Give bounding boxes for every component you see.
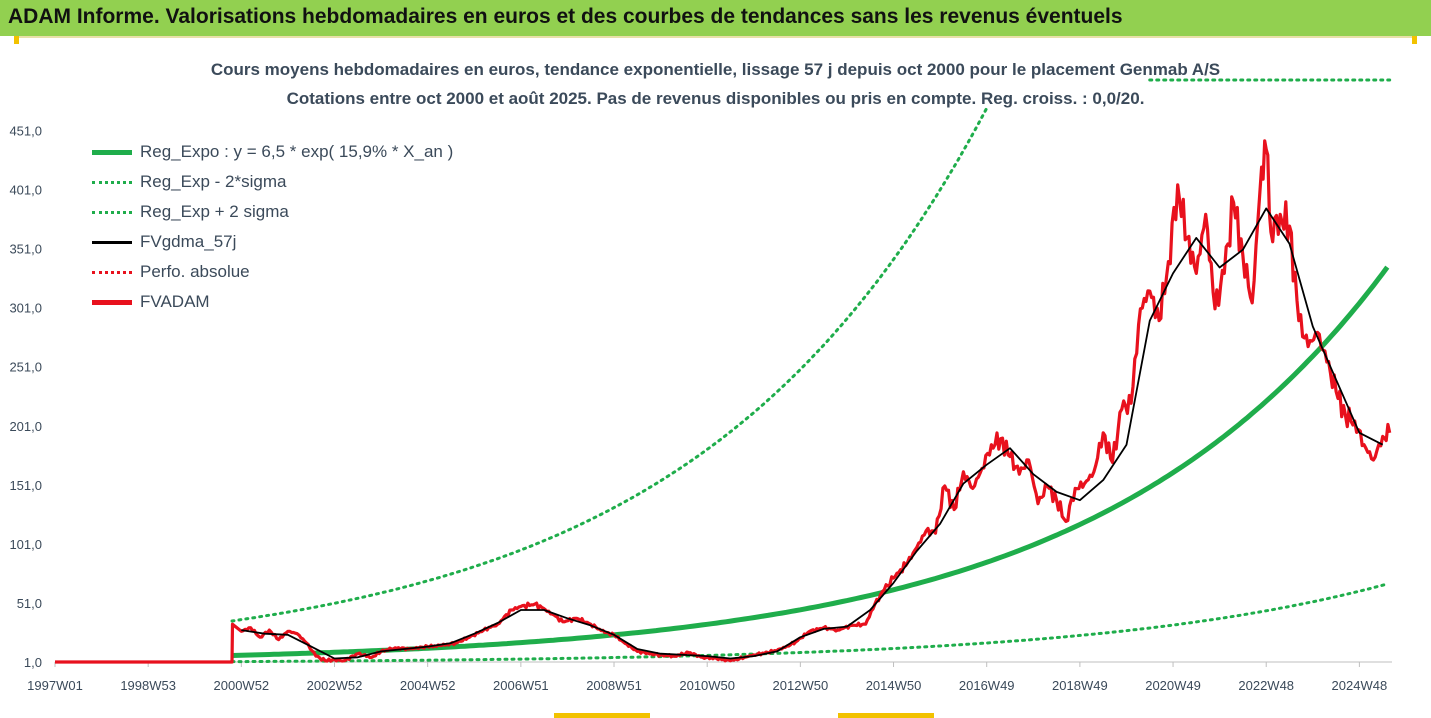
chart-title: Cours moyens hebdomadaires en euros, ten… <box>210 60 1221 79</box>
x-tick-label: 2020W49 <box>1145 678 1201 693</box>
legend-swatch <box>92 180 132 184</box>
y-tick-label: 351,0 <box>9 242 42 257</box>
y-tick-label: 101,0 <box>9 537 42 552</box>
x-tick-label: 2006W51 <box>493 678 549 693</box>
chart-subtitle: Cotations entre oct 2000 et août 2025. P… <box>286 89 1145 108</box>
x-axis: 1997W01 1998W53 2000W52 2002W52 2004W52 2006W… <box>27 661 1392 693</box>
y-tick-label: 1,0 <box>24 655 42 670</box>
corner-marker <box>554 713 650 718</box>
plot-area <box>55 78 1392 664</box>
legend-swatch <box>92 149 132 155</box>
x-tick-label: 2018W49 <box>1052 678 1108 693</box>
legend-label: Reg_Exp + 2 sigma <box>140 202 289 221</box>
header-bar: ADAM Informe. Valorisations hebdomadaire… <box>0 0 1431 36</box>
corner-marker <box>14 36 19 44</box>
x-tick-label: 2014W50 <box>866 678 922 693</box>
legend-label: FVgdma_57j <box>140 232 237 251</box>
x-tick-label: 2016W49 <box>959 678 1015 693</box>
series-reg-exp-plus <box>230 106 989 623</box>
x-tick-label: 2012W50 <box>773 678 829 693</box>
report-title: ADAM Informe. Valorisations hebdomadaire… <box>8 5 1123 28</box>
legend-label: FVADAM <box>140 292 210 311</box>
y-tick-label: 301,0 <box>9 301 42 316</box>
legend-swatch <box>92 299 132 305</box>
legend-swatch <box>92 210 132 214</box>
legend-item-fvadam: FVADAM <box>92 290 512 314</box>
legend-swatch <box>92 270 132 274</box>
legend-label: Perfo. absolue <box>140 262 250 281</box>
y-tick-label: 251,0 <box>9 360 42 375</box>
y-axis: 1,0 51,0 101,0 151,0 201,0 251,0 301,0 351,0 401… <box>9 123 42 670</box>
legend-item-perfo: Perfo. absolue <box>92 260 512 284</box>
y-tick-label: 51,0 <box>17 596 42 611</box>
series-fvgdma <box>241 207 1384 660</box>
x-tick-label: 1997W01 <box>27 678 83 693</box>
x-tick-label: 1998W53 <box>120 678 176 693</box>
x-tick-label: 2022W48 <box>1238 678 1294 693</box>
x-tick-label: 2024W48 <box>1332 678 1388 693</box>
series-reg-expo <box>231 265 1390 658</box>
corner-marker <box>838 713 934 718</box>
x-tick-label: 2002W52 <box>307 678 363 693</box>
legend-item-reg-exp-plus: Reg_Exp + 2 sigma <box>92 200 512 224</box>
x-tick-label: 2000W52 <box>214 678 270 693</box>
y-tick-label: 401,0 <box>9 183 42 198</box>
legend-item-fvgdma: FVgdma_57j <box>92 230 512 254</box>
corner-marker <box>1412 36 1417 44</box>
legend-item-reg-expo: Reg_Expo : y = 6,5 * exp( 15,9% * X_an ) <box>92 140 512 164</box>
divider <box>14 36 1417 38</box>
x-tick-label: 2008W51 <box>586 678 642 693</box>
y-tick-label: 451,0 <box>9 123 42 138</box>
legend-label: Reg_Expo : y = 6,5 * exp( 15,9% * X_an ) <box>140 142 454 161</box>
legend-swatch <box>92 240 132 244</box>
x-tick-label: 2010W50 <box>679 678 735 693</box>
legend-item-reg-exp-minus: Reg_Exp - 2*sigma <box>92 170 512 194</box>
y-tick-label: 151,0 <box>9 478 42 493</box>
legend-label: Reg_Exp - 2*sigma <box>140 172 287 191</box>
x-tick-label: 2004W52 <box>400 678 456 693</box>
y-tick-label: 201,0 <box>9 419 42 434</box>
